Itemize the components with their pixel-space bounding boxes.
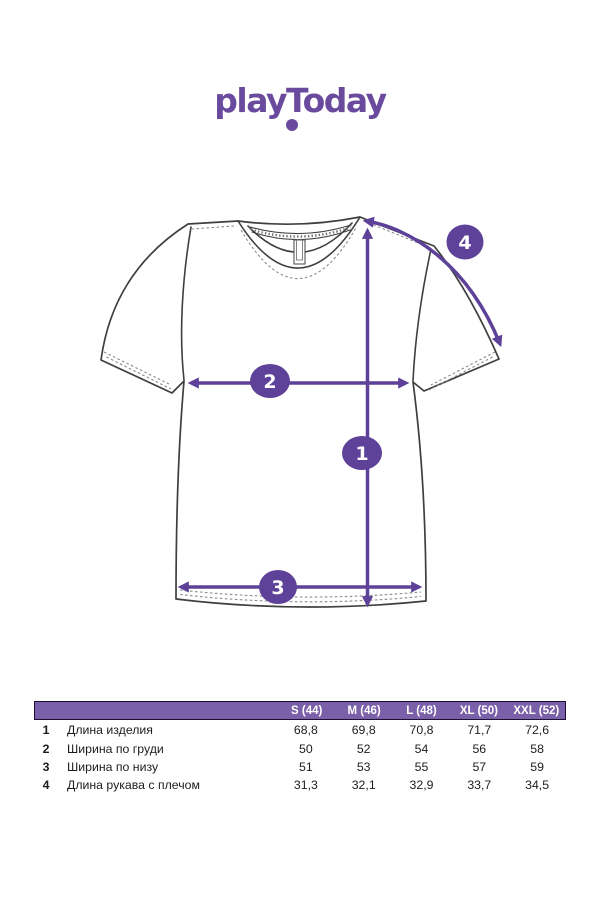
row-number: 3 (42, 759, 50, 774)
size-table: S (44) M (46) L (48) XL (50) XXL (52) 1 … (34, 701, 566, 795)
measure-arrows (177, 216, 503, 608)
header-size-s: S (44) (291, 704, 323, 717)
badge-2-number: 2 (263, 371, 276, 393)
size-value: 70,8 (409, 723, 434, 738)
row-label: Длина рукава с плечом (67, 778, 200, 793)
size-value: 52 (356, 741, 371, 756)
size-value: 33,7 (467, 778, 492, 793)
row-label-cell: 4 Длина рукава с плечом (34, 778, 277, 792)
badge-4-number: 4 (458, 232, 471, 254)
brand-logo: playToday (214, 81, 387, 120)
size-value: 59 (530, 759, 544, 774)
size-value: 32,9 (409, 778, 434, 793)
header-size-m: M (46) (347, 704, 381, 717)
header-size-xxl: XXL (52) (513, 704, 560, 717)
row-label: Ширина по низу (67, 759, 159, 774)
row-number: 1 (42, 723, 50, 738)
row-label-cell: 1 Длина изделия (34, 723, 277, 737)
row-number: 4 (42, 778, 50, 793)
care-label (293, 239, 306, 265)
size-value: 68,8 (293, 723, 318, 738)
size-value: 50 (299, 741, 313, 756)
size-value: 72,6 (525, 723, 550, 738)
collar (237, 216, 361, 280)
size-value: 57 (472, 759, 487, 774)
badge-1-number: 1 (355, 443, 368, 465)
table-row: 4 Длина рукава с плечом 31,3 32,1 32,9 3… (34, 776, 566, 794)
size-value: 69,8 (351, 723, 376, 738)
row-label: Ширина по груди (67, 741, 164, 756)
size-value: 55 (414, 759, 429, 774)
size-value: 32,1 (351, 778, 376, 793)
logo-dot-icon (286, 119, 298, 131)
size-value: 31,3 (293, 778, 318, 793)
measure-arrow-sleeve (362, 216, 503, 348)
badge-3 (259, 570, 297, 604)
size-value: 58 (530, 741, 544, 756)
table-row: 2 Ширина по груди 50 52 54 56 58 (34, 739, 566, 757)
table-row: 1 Длина изделия 68,8 69,8 70,8 71,7 72,6 (34, 721, 566, 739)
header-size-xl: XL (50) (459, 704, 498, 717)
size-table-header: S (44) M (46) L (48) XL (50) XXL (52) (34, 701, 566, 720)
row-label-cell: 3 Ширина по низу (34, 760, 277, 774)
size-value: 71,7 (467, 723, 492, 738)
collar-ribbing (250, 226, 351, 238)
badge-4 (446, 224, 484, 260)
row-number: 2 (42, 741, 50, 756)
badge-3-number: 3 (271, 577, 284, 599)
size-value: 34,5 (525, 778, 550, 793)
size-value: 54 (414, 741, 429, 756)
measure-badges: 1 2 3 4 (250, 224, 484, 604)
row-label-cell: 2 Ширина по груди (34, 742, 277, 756)
left-armhole-seam (180, 226, 192, 381)
tshirt-outline (100, 216, 500, 608)
size-value: 51 (299, 759, 313, 774)
badge-1 (342, 436, 382, 470)
header-size-l: L (48) (406, 704, 437, 717)
badge-2 (250, 364, 290, 398)
size-value: 53 (356, 759, 371, 774)
size-value: 56 (472, 741, 487, 756)
row-label: Длина изделия (67, 723, 153, 738)
size-table-body: 1 Длина изделия 68,8 69,8 70,8 71,7 72,6… (34, 720, 566, 795)
table-row: 3 Ширина по низу 51 53 55 57 59 (34, 758, 566, 776)
